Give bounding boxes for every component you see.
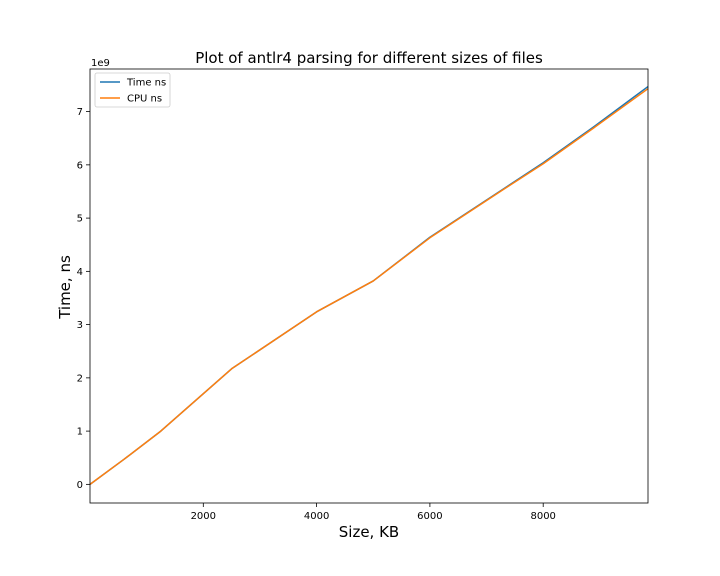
chart-title: Plot of antlr4 parsing for different siz… — [195, 49, 543, 67]
x-tick-label: 6000 — [417, 511, 442, 522]
x-axis-label: Size, KB — [339, 523, 399, 541]
y-tick-label: 3 — [77, 320, 83, 331]
y-tick-label: 4 — [77, 267, 83, 278]
x-tick-label: 4000 — [304, 511, 329, 522]
y-tick-label: 7 — [77, 107, 83, 118]
y-tick-label: 2 — [77, 373, 83, 384]
plot-area: 2000 4000 6000 8000 0 1 2 3 4 5 6 7 Time ns CPU ns — [77, 68, 649, 522]
legend: Time ns CPU ns — [94, 72, 171, 108]
y-tick-label: 6 — [77, 160, 83, 171]
x-tick-label: 2000 — [191, 511, 216, 522]
y-tick-label: 1 — [77, 427, 83, 438]
y-offset-label: 1e9 — [91, 58, 110, 69]
legend-label: CPU ns — [127, 94, 162, 105]
legend-label: Time ns — [126, 78, 166, 89]
series-line-2 — [89, 88, 649, 485]
y-tick-label: 5 — [77, 214, 83, 225]
axes-frame — [89, 68, 649, 504]
y-axis-label: Time, ns — [56, 255, 74, 320]
x-tick-label: 8000 — [530, 511, 555, 522]
y-tick-label: 0 — [77, 480, 83, 491]
